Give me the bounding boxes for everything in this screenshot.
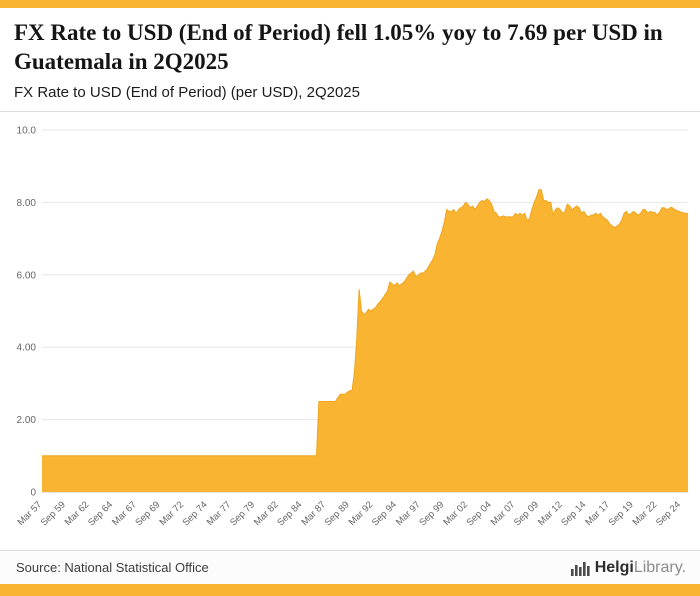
svg-text:Sep 69: Sep 69 bbox=[133, 499, 162, 528]
brand-text: HelgiLibrary. bbox=[595, 559, 686, 577]
svg-text:Mar 82: Mar 82 bbox=[252, 499, 281, 528]
svg-text:8.00: 8.00 bbox=[17, 198, 37, 209]
bottom-accent-bar bbox=[0, 584, 700, 596]
source-text: Source: National Statistical Office bbox=[16, 560, 209, 575]
svg-text:Sep 89: Sep 89 bbox=[323, 499, 352, 528]
svg-text:Sep 79: Sep 79 bbox=[228, 499, 257, 528]
svg-text:Mar 97: Mar 97 bbox=[394, 499, 423, 528]
svg-text:Sep 59: Sep 59 bbox=[39, 499, 68, 528]
chart-footer: Source: National Statistical Office Helg… bbox=[0, 550, 700, 584]
svg-text:Sep 19: Sep 19 bbox=[607, 499, 636, 528]
svg-text:10.0: 10.0 bbox=[17, 126, 37, 137]
svg-text:Sep 84: Sep 84 bbox=[275, 499, 304, 528]
chart-subtitle: FX Rate to USD (End of Period) (per USD)… bbox=[14, 83, 360, 101]
brand-text-bold: Helgi bbox=[594, 558, 634, 576]
svg-text:Mar 07: Mar 07 bbox=[489, 499, 518, 528]
svg-text:Mar 77: Mar 77 bbox=[205, 499, 234, 528]
svg-text:Sep 09: Sep 09 bbox=[512, 499, 541, 528]
svg-text:Mar 62: Mar 62 bbox=[63, 499, 92, 528]
chart-area: 0 2.00 4.00 6.00 8.00 10.0 Mar 57 Sep 59 Mar 62 S… bbox=[0, 112, 700, 550]
svg-text:Sep 04: Sep 04 bbox=[465, 499, 494, 528]
svg-text:Mar 17: Mar 17 bbox=[583, 499, 612, 528]
brand-text-light: Library. bbox=[633, 558, 686, 576]
svg-text:6.00: 6.00 bbox=[17, 270, 37, 281]
helgi-logo: HelgiLibrary. bbox=[570, 559, 686, 577]
svg-text:Mar 12: Mar 12 bbox=[536, 499, 565, 528]
page-title: FX Rate to USD (End of Period) fell 1.05… bbox=[14, 20, 663, 74]
svg-text:Mar 87: Mar 87 bbox=[299, 499, 328, 528]
svg-text:4.00: 4.00 bbox=[17, 343, 37, 354]
svg-text:Mar 57: Mar 57 bbox=[15, 499, 44, 528]
svg-text:Sep 94: Sep 94 bbox=[370, 499, 399, 528]
svg-text:Sep 64: Sep 64 bbox=[86, 499, 115, 528]
svg-text:2.00: 2.00 bbox=[17, 415, 37, 426]
top-accent-bar bbox=[0, 0, 700, 8]
svg-text:Sep 24: Sep 24 bbox=[654, 499, 683, 528]
svg-text:Mar 92: Mar 92 bbox=[347, 499, 376, 528]
svg-text:Sep 74: Sep 74 bbox=[181, 499, 210, 528]
helgi-logo-icon bbox=[570, 561, 590, 576]
svg-text:Sep 99: Sep 99 bbox=[417, 499, 446, 528]
chart-header: FX Rate to USD (End of Period) fell 1.05… bbox=[0, 8, 700, 112]
svg-text:Mar 22: Mar 22 bbox=[631, 499, 660, 528]
svg-text:0: 0 bbox=[30, 488, 36, 499]
svg-text:Sep 14: Sep 14 bbox=[559, 499, 588, 528]
svg-text:Mar 72: Mar 72 bbox=[157, 499, 186, 528]
svg-text:Mar 02: Mar 02 bbox=[441, 499, 470, 528]
svg-text:Mar 67: Mar 67 bbox=[110, 499, 139, 528]
